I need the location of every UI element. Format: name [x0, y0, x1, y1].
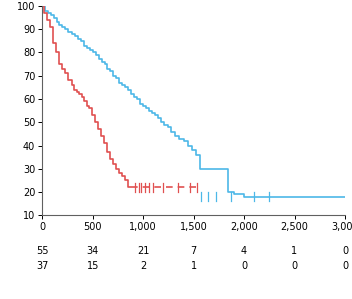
Text: 34: 34 [87, 246, 99, 256]
Text: 55: 55 [36, 246, 49, 256]
Text: 37: 37 [36, 261, 49, 271]
Text: 0: 0 [291, 261, 297, 271]
Text: 21: 21 [137, 246, 149, 256]
Text: 0: 0 [342, 246, 348, 256]
Text: 2: 2 [140, 261, 146, 271]
Text: 0: 0 [241, 261, 247, 271]
Text: 4: 4 [241, 246, 247, 256]
Text: 1: 1 [190, 261, 197, 271]
Text: 1: 1 [291, 246, 297, 256]
Text: 0: 0 [342, 261, 348, 271]
Text: 7: 7 [190, 246, 197, 256]
Text: 15: 15 [87, 261, 99, 271]
